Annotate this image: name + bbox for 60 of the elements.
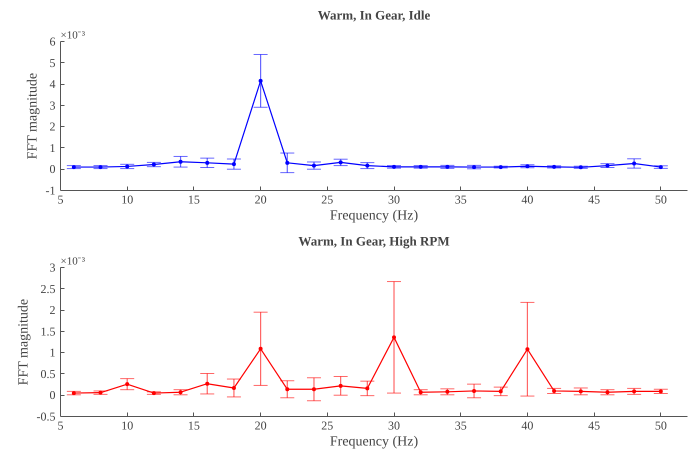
point [125,382,130,386]
y-axis-title: FFT magnitude [26,72,41,160]
y-tick-label: 2.5 [40,282,56,296]
y-tick-label: 3 [50,260,56,274]
x-tick-label: 45 [588,418,600,432]
y-tick-label: 3 [50,98,56,112]
x-tick-label: 35 [454,418,467,432]
y-tick-label: 1 [50,140,56,155]
point [232,386,236,390]
y-tick-label: 2 [50,120,56,134]
x-tick-label: 40 [521,418,534,432]
x-tick-label: 20 [254,192,267,206]
x-tick-label: 50 [654,192,667,206]
y-tick-label: 0.5 [40,366,56,381]
chart-title: Warm, In Gear, High RPM [298,234,450,248]
x-tick-label: 35 [454,192,467,206]
point [205,382,210,386]
point [632,161,636,166]
x-axis-title: Frequency (Hz) [330,208,418,224]
point [258,78,263,83]
point [178,160,183,164]
x-tick-label: 25 [321,418,334,432]
x-tick-label: 40 [521,192,534,206]
y-tick-label: 0 [50,388,56,402]
x-axis-title: Frequency (Hz) [330,434,418,450]
y-tick-label: -1 [46,184,56,198]
point [285,387,290,392]
chart-title: Warm, In Gear, Idle [318,8,431,22]
point [205,160,210,165]
x-tick-label: 50 [654,418,667,432]
y-tick-label: 6 [50,34,56,48]
y-tick-label: 4 [50,77,56,92]
x-tick-label: 10 [121,192,134,206]
x-tick-label: 45 [588,192,600,206]
x-tick-label: 10 [121,418,134,432]
point [392,335,396,340]
point [472,388,476,393]
point [285,160,290,165]
y-tick-label: 1.5 [40,324,56,338]
y-tick-label: -0.5 [36,410,56,424]
y-axis-title: FFT magnitude [16,298,32,386]
annotation: ×10⁻³ [60,256,86,268]
x-tick-label: 15 [188,192,200,206]
y-tick-label: 1 [50,346,56,360]
text: ×10⁻³ [60,30,86,42]
point [312,387,316,392]
x-tick-label: 25 [321,192,334,206]
point [525,347,530,352]
y-tick-label: 0 [50,162,56,176]
x-tick-label: 15 [188,418,200,432]
point [232,162,236,166]
point [498,389,503,394]
x-tick-label: 30 [388,418,400,432]
point [338,384,343,388]
x-tick-label: 30 [388,192,400,206]
x-tick-label: 20 [254,418,267,432]
point [365,386,370,390]
point [258,346,263,351]
y-tick-label: 5 [50,56,56,70]
y-tick-label: 2 [50,303,56,318]
